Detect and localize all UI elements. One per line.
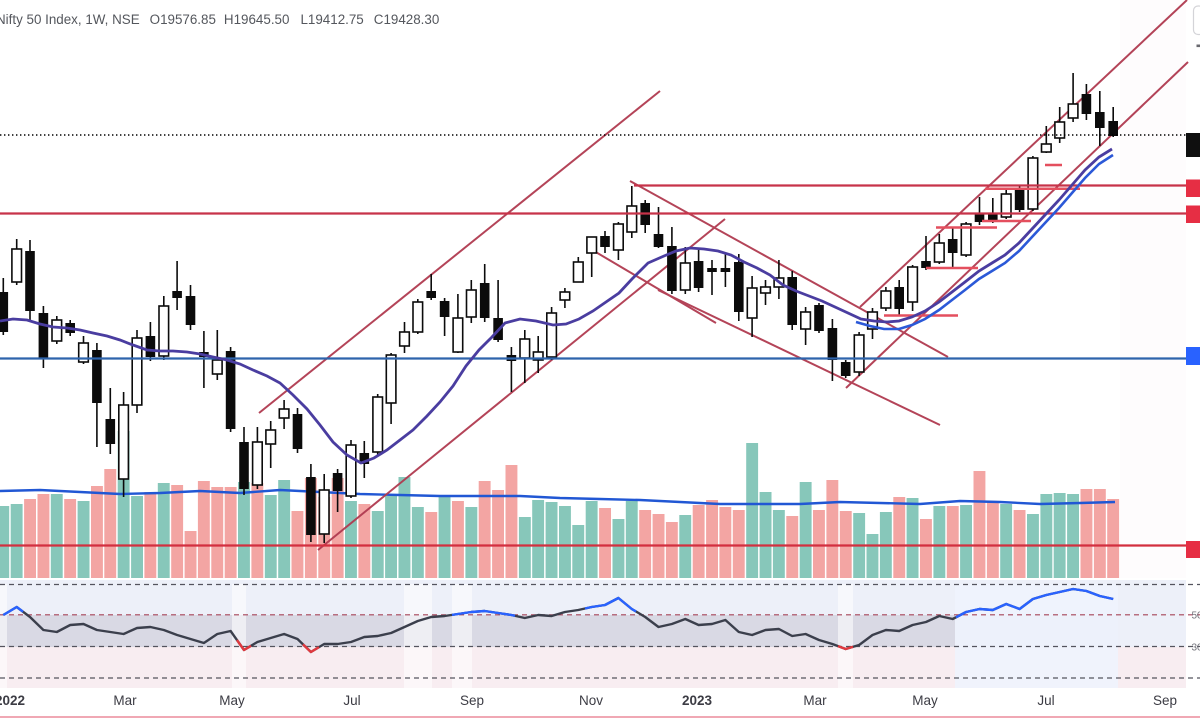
- svg-text:50: 50: [1192, 611, 1200, 622]
- svg-text:Nov: Nov: [579, 693, 603, 708]
- svg-text:Mar: Mar: [113, 693, 137, 708]
- svg-text:May: May: [219, 693, 245, 708]
- svg-text:2022: 2022: [0, 693, 25, 708]
- svg-text:Sep: Sep: [460, 693, 484, 708]
- svg-text:Mar: Mar: [803, 693, 827, 708]
- svg-text:2023: 2023: [682, 693, 713, 708]
- svg-text:May: May: [912, 693, 938, 708]
- svg-text:30: 30: [1192, 643, 1200, 654]
- svg-text:Jul: Jul: [343, 693, 360, 708]
- svg-text:Jul: Jul: [1037, 693, 1054, 708]
- svg-text:Sep: Sep: [1153, 693, 1177, 708]
